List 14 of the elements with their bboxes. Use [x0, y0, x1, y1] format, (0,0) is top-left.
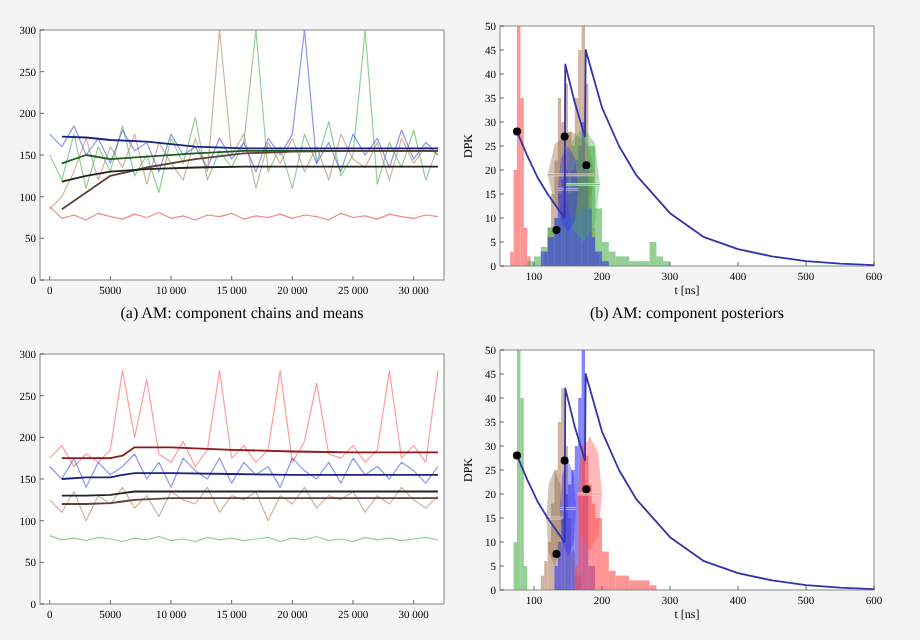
line-series: [516, 49, 874, 266]
text: (b) AM: component posteriors: [589, 304, 785, 322]
point: [513, 451, 521, 460]
point: [582, 485, 591, 494]
line-series: [60, 165, 439, 183]
point: [560, 456, 569, 465]
point: [560, 132, 569, 141]
point: [513, 127, 521, 136]
line-series: [516, 373, 874, 590]
line-series: [60, 149, 439, 211]
point: [552, 226, 561, 234]
point: [582, 161, 591, 170]
text: (a) AM: component chains and means: [120, 304, 364, 322]
point: [552, 550, 561, 558]
